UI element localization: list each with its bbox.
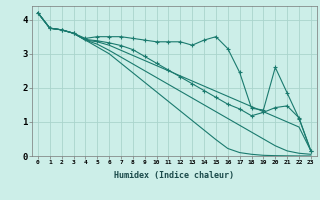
X-axis label: Humidex (Indice chaleur): Humidex (Indice chaleur) [115, 171, 234, 180]
